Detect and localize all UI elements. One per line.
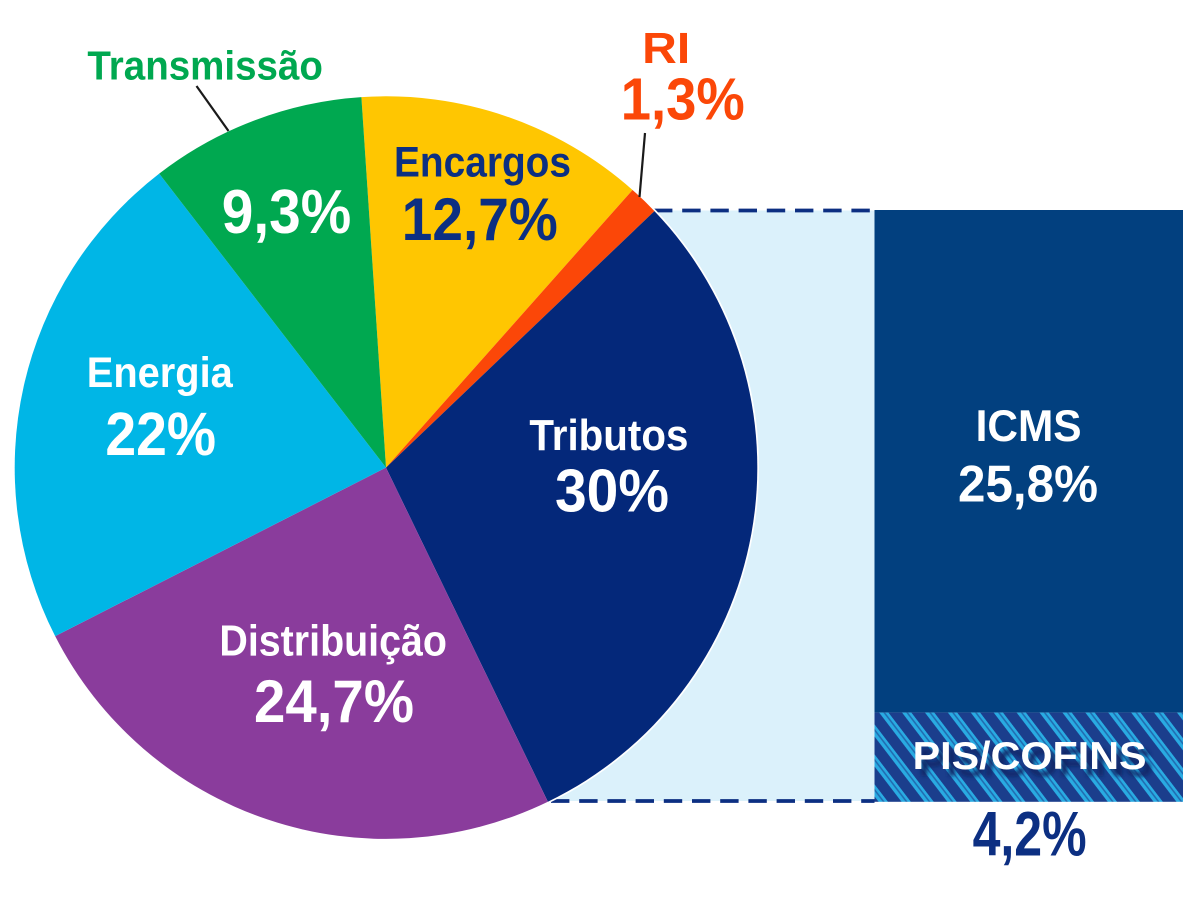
svg-text:RI: RI <box>642 25 690 73</box>
svg-text:PIS/COFINS: PIS/COFINS <box>913 735 1147 778</box>
svg-text:22%: 22% <box>105 400 216 468</box>
svg-text:1,3%: 1,3% <box>621 66 745 132</box>
svg-text:25,8%: 25,8% <box>958 456 1098 514</box>
svg-text:ICMS: ICMS <box>976 402 1082 451</box>
svg-text:24,7%: 24,7% <box>254 667 414 735</box>
svg-text:Distribuição: Distribuição <box>219 617 447 665</box>
svg-text:12,7%: 12,7% <box>402 185 558 253</box>
svg-text:9,3%: 9,3% <box>222 178 351 247</box>
svg-text:30%: 30% <box>555 457 669 524</box>
svg-text:Transmissão: Transmissão <box>87 42 323 88</box>
svg-text:PIS/COFINS: PIS/COFINS <box>919 742 1153 785</box>
svg-text:Encargos: Encargos <box>394 139 571 187</box>
svg-text:Tributos: Tributos <box>529 411 688 460</box>
svg-text:4,2%: 4,2% <box>973 800 1087 870</box>
svg-text:Energia: Energia <box>87 349 233 397</box>
